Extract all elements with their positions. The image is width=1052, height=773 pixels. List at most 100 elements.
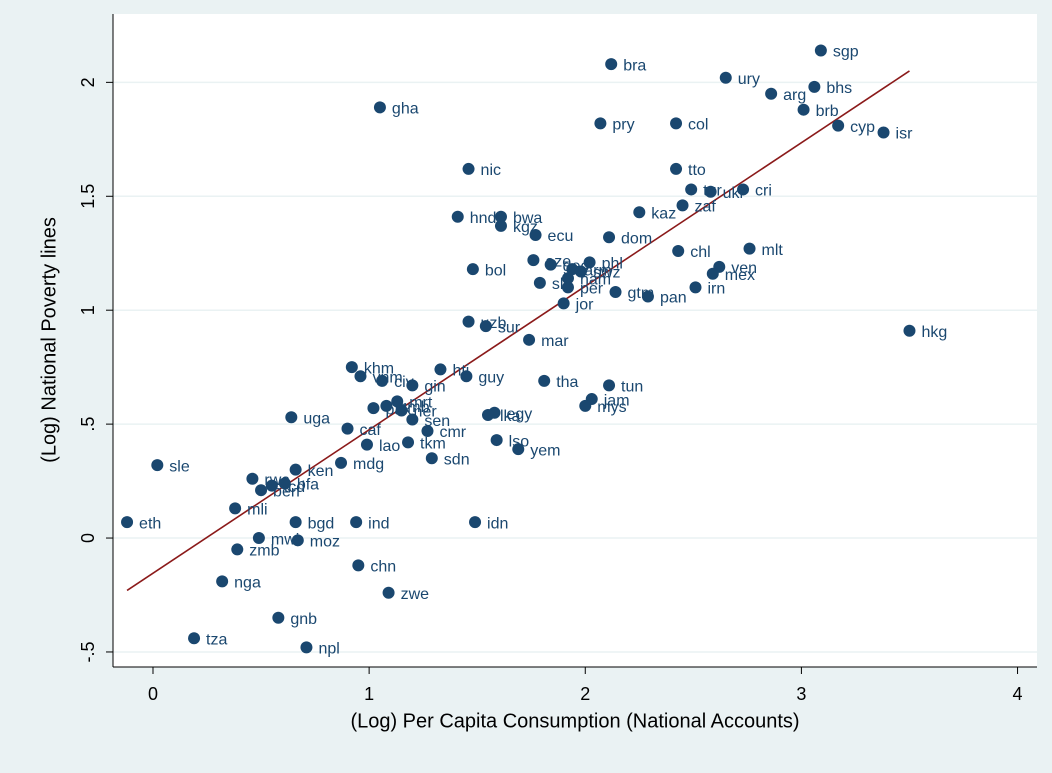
point [451, 210, 464, 223]
point-label: mys [597, 399, 626, 416]
y-tick-label: 2 [78, 77, 98, 87]
point [579, 399, 592, 412]
x-tick-label: 3 [796, 684, 806, 704]
point-label: chl [690, 244, 710, 261]
point-label: ven [731, 260, 757, 277]
point [676, 199, 689, 212]
point [469, 516, 482, 529]
point [583, 256, 596, 269]
point-label: ury [738, 71, 760, 88]
point [406, 379, 419, 392]
point-label: isr [896, 126, 914, 143]
point [765, 87, 778, 100]
point [482, 409, 495, 422]
point [380, 399, 393, 412]
point-label: bfa [297, 477, 319, 494]
point [479, 320, 492, 333]
point [706, 267, 719, 280]
point [285, 411, 298, 424]
point [425, 452, 438, 465]
point-label: lka [500, 408, 521, 425]
point [544, 258, 557, 271]
point-label: cmr [439, 424, 466, 441]
point-label: kaz [651, 205, 676, 222]
point-label: gnb [290, 611, 317, 628]
point-label: bwa [513, 210, 542, 227]
point-label: moz [310, 534, 340, 551]
point-label: eth [139, 515, 161, 532]
point-label: ben [273, 483, 300, 500]
point [594, 117, 607, 130]
y-tick-label: -.5 [78, 641, 98, 662]
point [382, 586, 395, 599]
point [808, 80, 821, 93]
point-label: sdn [444, 452, 470, 469]
y-tick-label: 1 [78, 305, 98, 315]
point-label: npl [318, 641, 339, 658]
point-label: mar [541, 333, 569, 350]
point [490, 434, 503, 447]
y-axis-title: (Log) National Poverty lines [38, 217, 60, 463]
point-label: hkg [921, 324, 947, 341]
point-label: tur [703, 183, 722, 200]
point [360, 438, 373, 451]
point-label: guy [478, 369, 504, 386]
point [434, 363, 447, 376]
point-label: per [580, 281, 604, 298]
point [814, 44, 827, 57]
point [246, 472, 259, 485]
point [350, 516, 363, 529]
point-label: mex [725, 267, 755, 284]
point [633, 206, 646, 219]
point [272, 611, 285, 624]
point [354, 370, 367, 383]
point [557, 297, 570, 310]
point-label: zaf [695, 199, 717, 216]
point [252, 532, 265, 545]
point [300, 641, 313, 654]
point [289, 516, 302, 529]
point-label: idn [487, 515, 508, 532]
point [609, 285, 622, 298]
point-label: arg [783, 87, 806, 104]
point [561, 281, 574, 294]
point [291, 534, 304, 547]
point-label: yem [530, 442, 560, 459]
point-label: caf [360, 422, 382, 439]
x-tick-label: 0 [148, 684, 158, 704]
point [877, 126, 890, 139]
point [605, 58, 618, 71]
point-label: ukr [723, 185, 746, 202]
point [121, 516, 134, 529]
x-tick-label: 2 [580, 684, 590, 704]
y-tick-label: .5 [78, 417, 98, 432]
point [289, 463, 302, 476]
point-label: gha [392, 101, 419, 118]
point-label: ecu [548, 228, 574, 245]
point-label: sur [498, 319, 521, 336]
point-label: tza [206, 632, 227, 649]
point-label: pan [660, 290, 687, 307]
point [641, 290, 654, 303]
point-label: dom [621, 231, 652, 248]
point-label: cyp [850, 119, 875, 136]
point [462, 162, 475, 175]
point [538, 374, 551, 387]
point [719, 71, 732, 84]
point [603, 379, 616, 392]
point-label: tkm [420, 436, 446, 453]
point [561, 272, 574, 285]
point [603, 231, 616, 244]
point [533, 276, 546, 289]
point [672, 244, 685, 257]
point [341, 422, 354, 435]
point [229, 502, 242, 515]
point-label: swz [593, 265, 621, 282]
point-label: pry [612, 117, 634, 134]
point [523, 333, 536, 346]
point-label: gin [424, 379, 445, 396]
point-label: lao [379, 438, 400, 455]
point-label: hnd [470, 210, 497, 227]
